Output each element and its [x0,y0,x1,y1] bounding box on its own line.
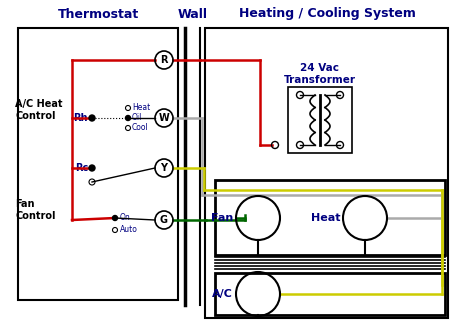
Text: Fan
Control: Fan Control [15,199,55,221]
Circle shape [89,165,95,171]
Bar [215,273,445,315]
Text: G: G [160,215,168,225]
Text: Cool: Cool [132,124,149,133]
Circle shape [89,115,95,121]
Text: Transformer: Transformer [284,75,356,85]
Bar [18,28,178,300]
Text: Heat: Heat [311,213,340,223]
Text: Wall: Wall [178,8,208,20]
Bar [205,28,448,318]
Text: Heating / Cooling System: Heating / Cooling System [238,8,415,20]
Bar [215,180,445,255]
Bar [288,87,352,153]
Text: W: W [158,113,169,123]
Text: Heat: Heat [132,104,150,113]
Text: Oil: Oil [132,113,143,122]
Text: A/C: A/C [212,289,233,299]
Circle shape [125,115,130,120]
Circle shape [113,215,118,220]
Text: Auto: Auto [120,226,138,235]
Text: Rc: Rc [75,163,88,173]
Text: A/C Heat
Control: A/C Heat Control [15,99,63,121]
Text: Rh: Rh [74,113,88,123]
Text: On: On [120,214,131,222]
Text: R: R [160,55,168,65]
Text: Thermostat: Thermostat [57,8,138,20]
Text: Fan: Fan [211,213,233,223]
Text: Y: Y [161,163,168,173]
Text: 24 Vac: 24 Vac [301,63,340,73]
